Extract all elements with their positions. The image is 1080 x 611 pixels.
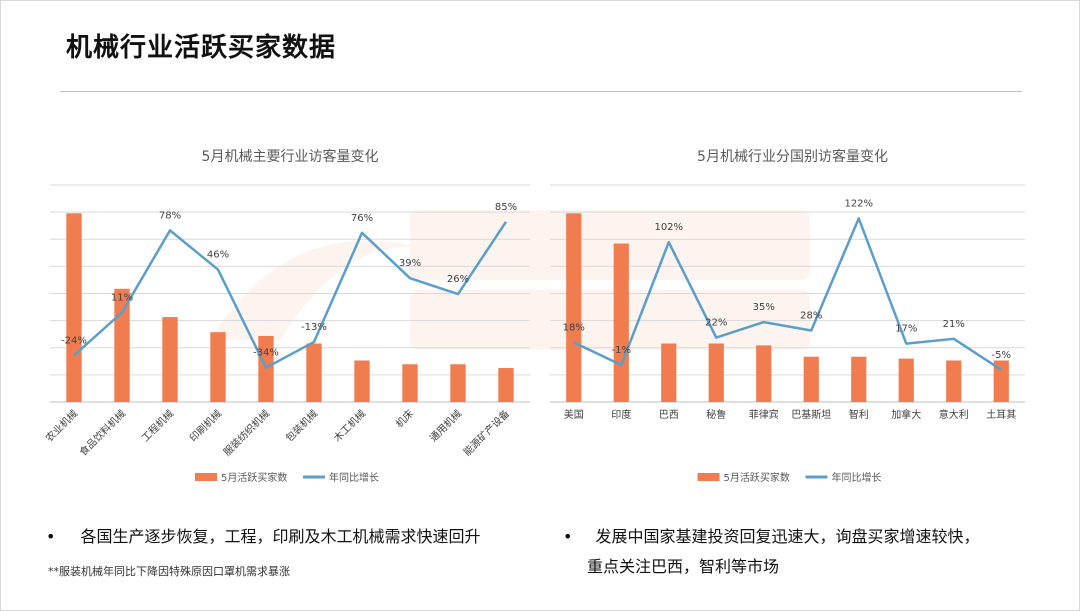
bar-通用机械: [450, 364, 466, 402]
bar-工程机械: [162, 317, 178, 402]
growth-label: 35%: [753, 302, 775, 313]
category-label: 意大利: [939, 408, 969, 421]
legend-line-label: 年同比增长: [329, 471, 379, 484]
legend-bar-swatch: [195, 473, 217, 481]
category-label: 工程机械: [139, 407, 176, 444]
category-label: 加拿大: [891, 408, 921, 421]
category-label: 印度: [611, 408, 631, 421]
bar-巴西: [661, 343, 677, 402]
growth-label: 21%: [943, 319, 965, 330]
industry-chart: 5月机械主要行业访客量变化 -24% 11% 78% 46% -34% -13% 76% 39%…: [40, 140, 540, 495]
category-label: 巴西: [659, 409, 679, 421]
bullet-symbol: •: [563, 527, 573, 546]
growth-label: 17%: [895, 324, 917, 335]
bullet-left: • 各国生产逐步恢复，工程，印刷及木工机械需求快速回升: [46, 522, 481, 552]
bar-服装纺织机械: [258, 335, 274, 402]
category-label: 农业机械: [43, 407, 80, 444]
footnote: **服装机械年同比下降因特殊原因口罩机需求暴涨: [48, 565, 290, 578]
category-label: 巴基斯坦: [791, 408, 831, 421]
growth-label: 28%: [800, 310, 822, 321]
bar-包装机械: [306, 343, 322, 402]
growth-label: -24%: [61, 335, 87, 346]
growth-label: 85%: [495, 202, 517, 213]
growth-label: -34%: [253, 348, 279, 359]
bar-智利: [851, 356, 867, 402]
chart-title: 5月机械主要行业访客量变化: [202, 148, 379, 165]
bar-机床: [402, 364, 418, 402]
category-label: 食品饮料机械: [77, 407, 129, 459]
legend-bar-label: 5月活跃买家数: [221, 471, 287, 484]
category-label: 美国: [564, 408, 584, 421]
bar-木工机械: [354, 360, 370, 402]
growth-line: [73, 221, 508, 369]
country-chart: 5月机械行业分国别访客量变化 18% -1% 102% 22% 35% 28% 122% 17%…: [545, 140, 1040, 495]
industry-chart-svg: 5月机械主要行业访客量变化 -24% 11% 78% 46% -34% -13% 76% 39%…: [43, 148, 530, 484]
page-title: 机械行业活跃买家数据: [66, 33, 337, 63]
legend-line-label: 年同比增长: [832, 471, 882, 484]
growth-label: -13%: [301, 322, 327, 333]
category-label: 木工机械: [331, 407, 368, 444]
bullet-right: • 发展中国家基建投资回复迅速大，询盘买家增速较快， 重点关注巴西，智利等市场: [563, 522, 980, 582]
bullet-left-text: 各国生产逐步恢复，工程，印刷及木工机械需求快速回升: [80, 527, 481, 546]
category-label: 机床: [393, 407, 416, 430]
growth-label: 78%: [159, 210, 181, 221]
category-label: 能源矿产设备: [461, 407, 513, 459]
bullet-right-text-line1: 发展中国家基建投资回复迅速大，询盘买家增速较快，: [595, 527, 980, 546]
growth-label: 26%: [447, 274, 469, 285]
bar-意大利: [946, 360, 962, 402]
bar-秘鲁: [708, 343, 724, 402]
bar-能源矿产设备: [498, 368, 514, 402]
chart-title: 5月机械行业分国别访客量变化: [697, 148, 888, 165]
growth-label: 22%: [705, 318, 727, 329]
category-label: 土耳其: [986, 408, 1016, 421]
growth-label: 102%: [654, 222, 683, 233]
bar-巴基斯坦: [803, 356, 819, 402]
growth-label: -1%: [612, 345, 631, 356]
category-label: 智利: [849, 408, 869, 421]
category-label: 印刷机械: [187, 407, 224, 444]
bar-农业机械: [66, 213, 82, 402]
category-label: 包装机械: [283, 407, 320, 444]
growth-label: -5%: [992, 350, 1011, 361]
category-label: 菲律宾: [749, 408, 779, 421]
bullet-symbol: •: [46, 527, 56, 546]
bar-印刷机械: [210, 332, 226, 402]
bullet-right-text-line2: 重点关注巴西，智利等市场: [587, 557, 780, 576]
legend-bar-swatch: [697, 473, 720, 481]
growth-label: 18%: [563, 322, 585, 333]
bar-加拿大: [898, 358, 914, 402]
category-label: 服装纺织机械: [221, 407, 273, 459]
growth-label: 46%: [207, 250, 229, 261]
growth-line: [573, 217, 1002, 371]
title-divider: [60, 91, 1022, 92]
growth-label: 39%: [399, 258, 421, 269]
bar-菲律宾: [756, 345, 772, 402]
legend-bar-label: 5月活跃买家数: [724, 471, 790, 484]
bar-印度: [613, 243, 629, 402]
growth-label: 122%: [844, 198, 873, 209]
growth-label: 76%: [351, 213, 373, 224]
category-label: 通用机械: [427, 407, 464, 444]
bar-土耳其: [993, 360, 1009, 402]
country-chart-svg: 5月机械行业分国别访客量变化 18% -1% 102% 22% 35% 28% 122% 17%…: [550, 148, 1025, 484]
growth-label: 11%: [111, 293, 133, 304]
category-label: 秘鲁: [706, 408, 726, 421]
bar-美国: [566, 213, 582, 402]
